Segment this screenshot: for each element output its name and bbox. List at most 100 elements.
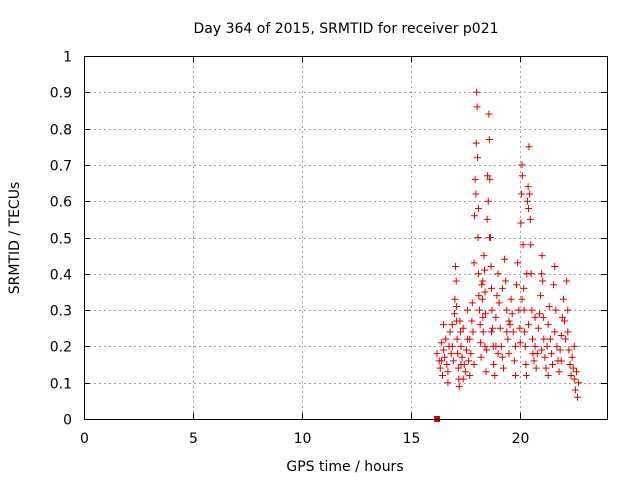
data-point [503, 328, 511, 336]
data-point [438, 371, 446, 379]
data-point [544, 371, 552, 379]
data-point [564, 328, 572, 336]
data-point [494, 350, 502, 358]
y-tick-label: 0.5 [50, 232, 72, 248]
data-point [525, 204, 533, 212]
data-point [526, 190, 534, 198]
x-tick-labels: 0 5 10 15 20 [80, 431, 529, 447]
data-point [501, 255, 509, 263]
data-point [487, 263, 495, 271]
data-point [538, 252, 546, 260]
data-point [458, 353, 466, 361]
data-point [454, 350, 462, 358]
data-point [481, 288, 489, 296]
data-point [477, 353, 485, 361]
y-tick-label: 0.1 [50, 377, 72, 393]
data-point [561, 317, 569, 325]
y-tick-label: 1 [63, 50, 72, 66]
data-point [472, 139, 480, 147]
data-point [516, 324, 524, 332]
y-tick-label: 0.3 [50, 304, 72, 320]
data-point [499, 364, 507, 372]
data-point [444, 368, 452, 376]
data-point [557, 357, 565, 365]
data-point [474, 234, 482, 241]
data-point [571, 386, 579, 394]
data-point [480, 252, 488, 260]
data-point [450, 310, 458, 318]
data-point [494, 270, 502, 278]
data-point [491, 371, 499, 379]
data-point [565, 346, 573, 354]
data-point [447, 350, 455, 358]
data-point [488, 306, 496, 314]
data-point [505, 350, 513, 358]
y-tick-label: 0.6 [50, 195, 72, 211]
data-point [441, 353, 449, 361]
data-point [486, 175, 494, 183]
data-point [543, 342, 551, 350]
data-point [440, 346, 448, 354]
data-point [482, 368, 490, 376]
x-tick-label: 15 [403, 431, 421, 447]
data-point [505, 317, 513, 325]
data-point [544, 321, 552, 329]
x-axis-label: GPS time / hours [286, 459, 403, 475]
data-point [446, 328, 454, 336]
data-point [509, 328, 517, 336]
data-point [525, 143, 533, 151]
data-point [520, 284, 528, 292]
data-point [474, 204, 482, 212]
data-point [518, 161, 526, 169]
data-point [523, 197, 531, 205]
data-point [489, 324, 497, 332]
data-point [526, 215, 534, 223]
data-point [524, 183, 532, 191]
data-point [472, 190, 480, 198]
data-point [518, 295, 526, 303]
data-point [471, 175, 479, 183]
data-point [556, 346, 564, 354]
data-point [453, 302, 461, 310]
data-point [546, 335, 554, 343]
data-point [461, 368, 469, 376]
data-point [443, 361, 451, 369]
data-point [490, 361, 498, 369]
data-point [452, 277, 460, 285]
data-point [448, 321, 456, 329]
data-point [555, 368, 563, 376]
data-point [476, 321, 484, 329]
data-point [508, 310, 516, 318]
y-tick-label: 0.8 [50, 123, 72, 139]
data-point [442, 335, 450, 343]
data-point [466, 371, 474, 379]
data-point [567, 371, 575, 379]
data-point [525, 321, 533, 329]
y-tick-label: 0.7 [50, 159, 72, 175]
data-point [541, 353, 549, 361]
axis-ticks [84, 56, 607, 420]
data-point [485, 234, 493, 241]
data-point [511, 342, 519, 350]
data-point [479, 328, 487, 336]
data-point [478, 295, 486, 303]
data-point [540, 335, 548, 343]
chart-title: Day 364 of 2015, SRMTID for receiver p02… [193, 21, 498, 37]
data-point [496, 324, 504, 332]
data-point [451, 295, 459, 303]
y-tick-label: 0.4 [50, 268, 72, 284]
data-point [483, 215, 491, 223]
data-point [452, 263, 460, 271]
y-tick-label: 0 [63, 413, 72, 429]
data-point [476, 306, 484, 314]
data-point [481, 342, 489, 350]
data-point [457, 342, 465, 350]
data-point [504, 335, 512, 343]
x-tick-label: 0 [80, 431, 89, 447]
data-point [488, 328, 496, 336]
data-point [513, 281, 521, 289]
data-point [444, 379, 452, 387]
data-point [471, 212, 479, 220]
data-point [527, 270, 535, 278]
